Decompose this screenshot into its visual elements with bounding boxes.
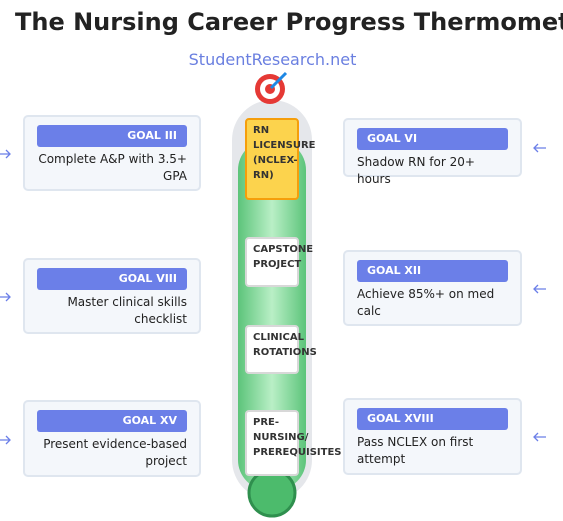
goal-label: GOAL VIII <box>37 268 187 290</box>
goal-label: GOAL XVIII <box>357 408 508 430</box>
goal-text: Pass NCLEX on first attempt <box>357 435 474 466</box>
goal-card: GOAL XII Achieve 85%+ on med calc <box>343 250 522 326</box>
goal-card: GOAL XVIII Pass NCLEX on first attempt <box>343 398 522 475</box>
milestone: CLINICAL ROTATIONS <box>245 325 317 374</box>
milestone: RN LICENSURE (NCLEX-RN) <box>245 118 316 200</box>
milestone: CAPSTONE PROJECT <box>245 237 313 287</box>
goal-label: GOAL XII <box>357 260 508 282</box>
goal-card: GOAL III Complete A&P with 3.5+ GPA <box>23 115 201 191</box>
title: The Nursing Career Progress Thermometer <box>15 8 563 36</box>
goal-label: GOAL VI <box>357 128 508 150</box>
goal-text: Present evidence-based project <box>43 437 187 468</box>
goal-text: Complete A&P with 3.5+ GPA <box>38 152 187 183</box>
goal-text: Shadow RN for 20+ hours <box>357 155 475 186</box>
goal-card: GOAL XV Present evidence-based project <box>23 400 201 477</box>
bulb <box>247 468 297 518</box>
goal-label: GOAL XV <box>37 410 187 432</box>
target-icon <box>255 71 288 104</box>
goal-label: GOAL III <box>37 125 187 147</box>
goal-card: GOAL VIII Master clinical skills checkli… <box>23 258 201 334</box>
subtitle: StudentResearch.net <box>188 50 357 69</box>
milestone: PRE-NURSING/ PREREQUISITES <box>245 410 342 476</box>
goal-text: Master clinical skills checklist <box>67 295 187 326</box>
goal-text: Achieve 85%+ on med calc <box>357 287 495 318</box>
goal-card: GOAL VI Shadow RN for 20+ hours <box>343 118 522 186</box>
fill <box>238 140 306 490</box>
